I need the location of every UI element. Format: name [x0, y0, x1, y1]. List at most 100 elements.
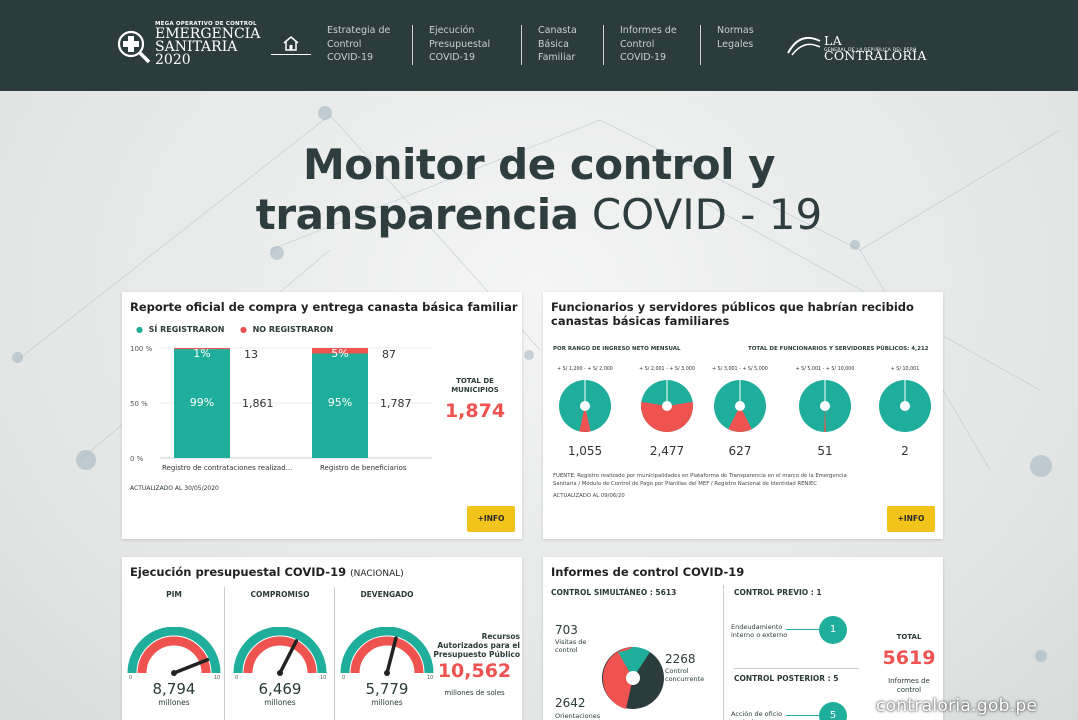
total-informes-label: TOTAL: [896, 633, 922, 641]
watermark: contraloria.gob.pe: [876, 696, 1038, 716]
gauge-label: PIM: [166, 590, 182, 599]
gauge-outer-arc: [233, 627, 327, 674]
donut-red: [641, 401, 693, 432]
gauge: 0 10: [233, 627, 327, 679]
gauge-needle: [278, 639, 299, 675]
bar-no-count: 87: [382, 348, 396, 361]
page-title-line1: Monitor de control y: [302, 140, 776, 189]
gauge-unit: millones: [371, 698, 403, 707]
bar-yes-count: 1,861: [242, 397, 274, 410]
donut-hole: [820, 401, 830, 411]
bar-category-label: Registro de beneficiarios: [320, 464, 407, 472]
contraloria-logo[interactable]: LA CONTRALORÍA GENERAL DE LA REPÚBLICA D…: [786, 33, 946, 63]
control-simultaneo-label: CONTROL SIMULTÁNEO : 5613: [551, 588, 677, 597]
more-info-button[interactable]: +INFO: [467, 506, 515, 532]
bar-yes: [312, 353, 368, 458]
logo-big-text: EMERGENCIA SANITARIA 2020: [155, 26, 261, 68]
source-note: FUENTE: Registro realizado por municipal…: [553, 473, 847, 487]
orientaciones-value: 2642: [555, 696, 586, 710]
nav-canasta-basica[interactable]: Canasta Básica Familiar: [538, 25, 577, 63]
gauge-value: 8,794: [152, 680, 196, 698]
nav-ejecucion-presupuestal[interactable]: Ejecución Presupuestal COVID-19: [429, 25, 491, 63]
range-label: POR RANGO DE INGRESO NETO MENSUAL: [553, 346, 681, 352]
y-tick-label: 0 %: [130, 455, 144, 463]
funcionarios-card: Funcionarios y servidores públicos que h…: [543, 292, 943, 539]
gauge-min: 0: [342, 675, 345, 679]
gauge-value: 6,469: [258, 680, 302, 698]
range-donut: [714, 380, 766, 432]
range-donut: [879, 380, 931, 432]
gauge-min: 0: [129, 675, 132, 679]
donut-red: [728, 406, 752, 432]
donut-hole: [735, 401, 745, 411]
range-label: + S/ 2,001 - + S/ 3,000: [639, 367, 695, 372]
previo-item-label: Endeudamiento interno o externo: [731, 623, 788, 639]
bar-no-count: 13: [244, 348, 258, 361]
stacked-bar-chart: 100 % 50 % 0 % 1%99%131,8615%95%871,787 …: [130, 345, 432, 472]
bar-yes-pct: 99%: [190, 396, 214, 409]
gauge-divider: [334, 587, 335, 720]
range-donut: [559, 380, 611, 432]
bar-yes-pct: 95%: [328, 396, 352, 409]
range-value: 2,477: [649, 444, 685, 458]
emergencia-sanitaria-logo[interactable]: MEGA OPERATIVO DE CONTROL EMERGENCIA SANI…: [117, 20, 279, 72]
gauge-outer-arc: [127, 627, 221, 674]
page-title-line2: transparencia COVID - 19: [255, 190, 823, 239]
total-municipios-label: TOTAL DE MUNICIPIOS: [451, 377, 499, 394]
range-donut: [799, 380, 851, 432]
bar-yes: [174, 349, 230, 458]
home-nav-button[interactable]: [271, 33, 311, 55]
network-node: [850, 240, 860, 250]
bar-no: [174, 348, 230, 350]
home-icon: [283, 36, 299, 51]
section-divider: [734, 668, 859, 669]
total-informes-unit: Informes de control: [888, 677, 930, 694]
canasta-report-card: Reporte oficial de compra y entrega cana…: [122, 292, 522, 539]
network-node: [1035, 650, 1047, 662]
y-tick-label: 50 %: [130, 400, 148, 408]
gauge-inner-arc: [137, 636, 211, 674]
gauge-pivot: [171, 670, 177, 676]
network-node: [76, 450, 96, 470]
bar-category-label: Registro de contrataciones realizad...: [162, 464, 292, 472]
range-label: + S/ 5,001 - + S/ 10,000: [795, 367, 855, 372]
range-donut: [641, 380, 693, 432]
gauge-inner-arc: [243, 636, 317, 674]
card-title: Funcionarios y servidores públicos que h…: [551, 300, 914, 328]
card-title: Reporte oficial de compra y entrega cana…: [130, 300, 518, 314]
control-posterior-label: CONTROL POSTERIOR : 5: [734, 674, 839, 683]
concurrente-label: Control concurrente: [665, 667, 705, 683]
nav-normas-legales[interactable]: Normas Legales: [717, 25, 754, 50]
range-value: 51: [817, 444, 833, 458]
gauge-pivot: [384, 670, 390, 676]
nav-estrategia-de-control[interactable]: Estrategia de Control COVID-19: [327, 25, 391, 63]
gauge: 0 10: [340, 627, 434, 679]
posterior-item-label: Acción de oficioposterior: [731, 710, 783, 720]
connector-line: [786, 629, 820, 630]
bar-no-pct: 5%: [331, 347, 348, 360]
orientaciones-label: Orientaciones: [555, 712, 601, 720]
more-info-button[interactable]: +INFO: [887, 506, 935, 532]
gauge-pivot: [277, 670, 283, 676]
network-node: [524, 350, 534, 360]
donut-red: [824, 406, 826, 432]
posterior-count-badge: 5: [819, 702, 847, 720]
income-range-donuts: + S/ 1,200 - + S/ 2,000 1,055 + S/ 2,001 -…: [543, 364, 943, 464]
visitas-label: Visitas de control: [555, 638, 587, 654]
contraloria-brand-subtext: GENERAL DE LA REPÚBLICA DEL PERÚ: [824, 48, 917, 53]
gauge-value: 5,779: [365, 680, 409, 698]
total-municipios-value: 1,874: [444, 400, 506, 422]
donut-hole: [662, 401, 672, 411]
resources-label: Recursos Autorizados para el Presupuesto P…: [433, 632, 520, 659]
section-divider: [723, 585, 724, 720]
nav-divider: [521, 25, 522, 65]
gauge-unit: millones: [158, 698, 190, 707]
range-value: 2: [901, 444, 909, 458]
concurrente-value: 2268: [665, 652, 696, 666]
gauge-inner-arc: [350, 636, 424, 674]
bar-yes-count: 1,787: [380, 397, 412, 410]
control-simultaneo-pie: [602, 646, 664, 709]
resources-value: 10,562: [437, 660, 512, 682]
nav-informes-de-control[interactable]: Informes de Control COVID-19: [620, 25, 677, 63]
network-node: [1030, 455, 1052, 477]
